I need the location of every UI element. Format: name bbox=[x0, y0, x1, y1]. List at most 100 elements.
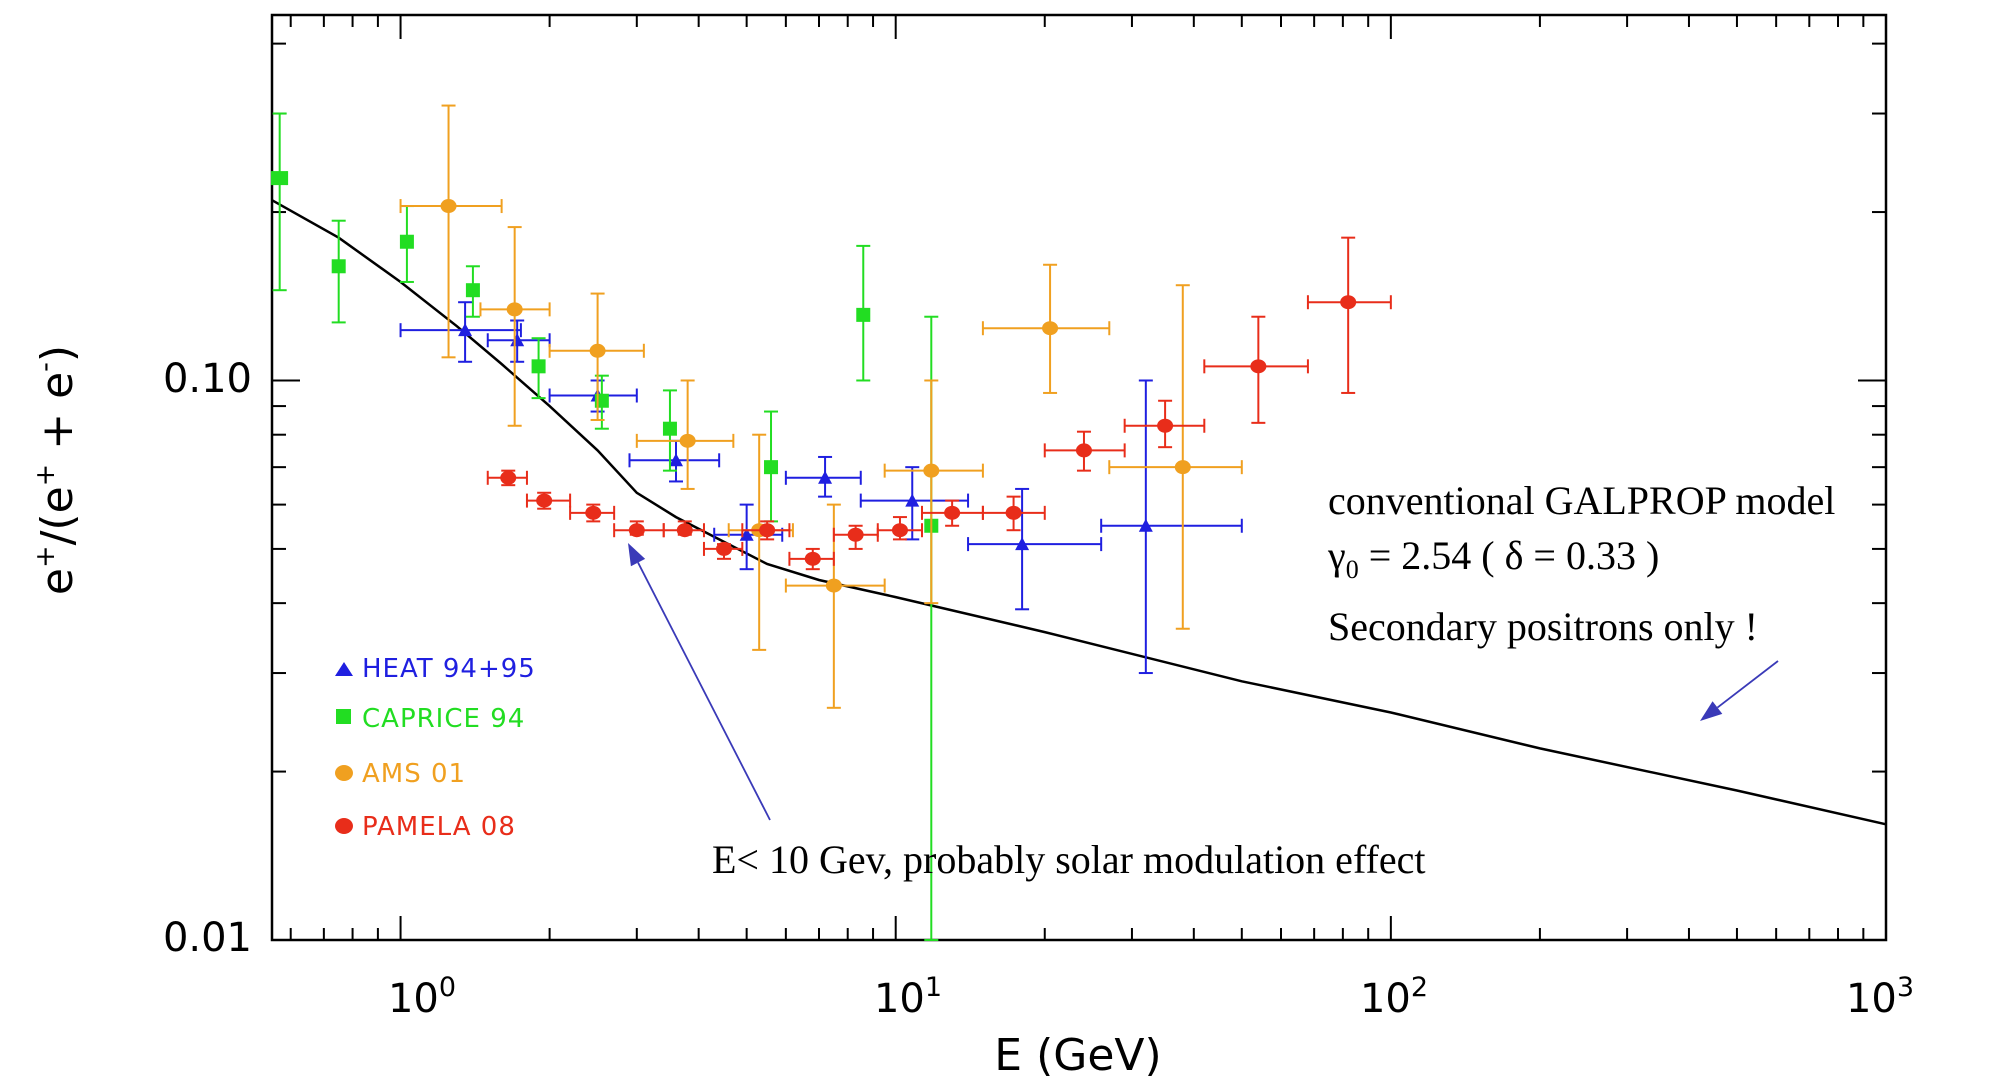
data-point bbox=[548, 292, 645, 421]
data-point bbox=[856, 244, 871, 382]
legend-label-ams: AMS 01 bbox=[362, 759, 466, 789]
circle-marker bbox=[944, 505, 961, 520]
data-point bbox=[1043, 430, 1126, 472]
x-tick-label-10-2: 102 bbox=[1360, 972, 1428, 1022]
legend-marker-pamela bbox=[335, 818, 353, 834]
data-point bbox=[967, 487, 1103, 611]
x-tick-label-10-1: 101 bbox=[874, 972, 942, 1022]
data-point bbox=[548, 379, 638, 413]
circle-marker bbox=[1250, 359, 1267, 374]
data-point bbox=[788, 547, 835, 571]
data-point bbox=[1123, 399, 1206, 449]
galprop-model-curve bbox=[271, 199, 1887, 826]
x-axis-title: E (GeV) bbox=[994, 1030, 1161, 1081]
data-point bbox=[702, 541, 744, 560]
data-point bbox=[635, 379, 735, 490]
circle-marker bbox=[500, 470, 517, 485]
data-point bbox=[883, 379, 984, 605]
data-point bbox=[399, 104, 503, 359]
data-series bbox=[271, 104, 1392, 941]
legend-marker-heat bbox=[335, 662, 353, 676]
arrow-to-low-energy-points bbox=[628, 543, 771, 821]
square-marker bbox=[856, 307, 871, 322]
y-tick-label-0-01: 0.01 bbox=[163, 915, 252, 961]
square-marker bbox=[331, 259, 346, 274]
minor-ticks bbox=[272, 15, 1886, 940]
triangle-marker bbox=[818, 470, 833, 484]
circle-marker bbox=[536, 493, 553, 508]
circle-marker bbox=[676, 523, 693, 538]
data-point bbox=[764, 410, 779, 523]
circle-marker bbox=[804, 551, 821, 566]
legend-entry-ams: AMS 01 bbox=[335, 759, 466, 789]
data-point bbox=[331, 219, 346, 324]
arrowhead bbox=[1700, 701, 1723, 721]
model-annotation-line1: conventional GALPROP model bbox=[1328, 478, 1835, 523]
major-ticks bbox=[272, 15, 1887, 941]
legend-marker-caprice bbox=[336, 709, 351, 724]
triangle-marker bbox=[458, 323, 473, 337]
circle-marker bbox=[923, 463, 940, 478]
y-tick-label-0-10: 0.10 bbox=[163, 356, 252, 402]
circle-marker bbox=[628, 523, 645, 538]
data-point bbox=[628, 439, 721, 483]
data-point bbox=[832, 524, 879, 550]
square-marker bbox=[764, 460, 779, 475]
series-ams-01 bbox=[399, 104, 1243, 709]
series-pamela-08 bbox=[486, 236, 1392, 571]
square-marker bbox=[272, 171, 287, 186]
series-caprice-94 bbox=[271, 112, 939, 941]
x-tick-label-10-3: 103 bbox=[1846, 972, 1914, 1022]
circle-marker bbox=[891, 523, 908, 538]
triangle-marker bbox=[669, 453, 684, 467]
data-point bbox=[727, 433, 794, 651]
data-point bbox=[399, 205, 414, 283]
triangle-marker bbox=[1138, 518, 1153, 532]
square-marker bbox=[531, 359, 546, 374]
arrowhead bbox=[628, 543, 646, 567]
triangle-marker bbox=[739, 527, 754, 541]
legend-entry-caprice: CAPRICE 94 bbox=[336, 704, 525, 734]
square-marker bbox=[399, 234, 414, 249]
data-point bbox=[741, 520, 791, 541]
circle-marker bbox=[847, 527, 864, 542]
circle-marker bbox=[825, 578, 842, 593]
legend-entry-pamela: PAMELA 08 bbox=[335, 812, 516, 842]
legend-label-caprice: CAPRICE 94 bbox=[362, 704, 525, 734]
circle-marker bbox=[589, 343, 606, 358]
low-energy-annotation: E< 10 Gev, probably solar modulation eff… bbox=[712, 837, 1425, 882]
circle-marker bbox=[1340, 295, 1357, 310]
circle-marker bbox=[679, 433, 696, 448]
circle-marker bbox=[715, 541, 732, 556]
plot-frame bbox=[270, 13, 1888, 942]
model-annotation-line2: γ0 = 2.54 ( δ = 0.33 ) bbox=[1327, 533, 1659, 584]
data-point bbox=[1100, 379, 1243, 675]
data-point bbox=[525, 491, 572, 510]
data-point bbox=[981, 263, 1111, 394]
data-point bbox=[465, 265, 480, 318]
square-marker bbox=[662, 421, 677, 436]
circle-marker bbox=[1005, 505, 1022, 520]
triangle-marker bbox=[1015, 537, 1030, 551]
arrow-shaft bbox=[1716, 660, 1779, 709]
legend-label-pamela: PAMELA 08 bbox=[362, 812, 516, 842]
legend: HEAT 94+95 CAPRICE 94 AMS 01 PAMELA 08 bbox=[335, 654, 535, 842]
circle-marker bbox=[759, 523, 776, 538]
circle-marker bbox=[1075, 443, 1092, 458]
triangle-marker bbox=[905, 493, 920, 507]
data-point bbox=[1203, 315, 1309, 424]
arrow-to-model-curve bbox=[1700, 660, 1779, 721]
circle-marker bbox=[440, 199, 457, 214]
legend-marker-ams bbox=[335, 765, 353, 781]
data-point bbox=[531, 337, 546, 400]
data-point bbox=[479, 226, 551, 427]
data-point bbox=[569, 503, 616, 523]
annotation-arrows bbox=[628, 543, 1779, 821]
arrow-shaft bbox=[637, 562, 771, 821]
circle-marker bbox=[585, 505, 602, 520]
data-point bbox=[1306, 236, 1392, 394]
data-point bbox=[486, 319, 551, 363]
data-point bbox=[981, 495, 1046, 532]
data-point bbox=[613, 520, 665, 538]
